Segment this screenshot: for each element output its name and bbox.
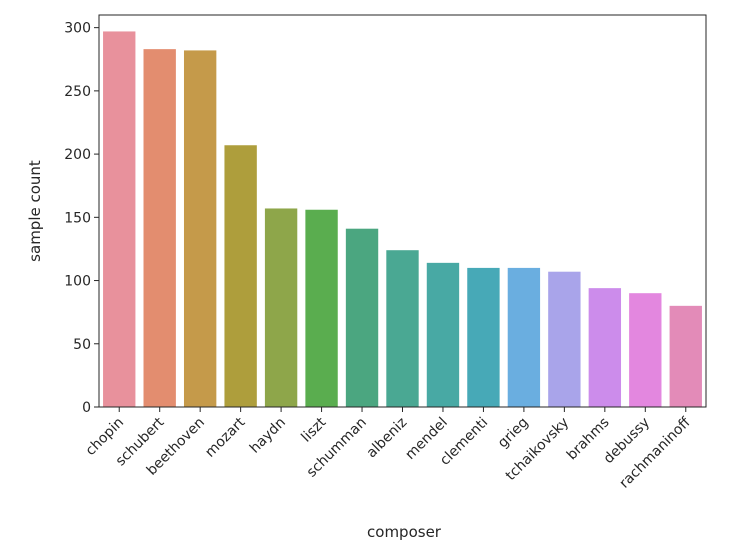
bar-albeniz xyxy=(386,250,419,407)
x-tick-label-rachmaninoff: rachmaninoff xyxy=(617,414,694,491)
y-axis: 0 50 100 150 200 250 300 xyxy=(64,21,99,416)
bar-mendel xyxy=(426,262,460,407)
y-tick-label: 300 xyxy=(64,21,91,37)
bar-rachmaninoff xyxy=(669,305,702,407)
x-tick-label-haydn: haydn xyxy=(247,415,289,457)
bar-chopin xyxy=(103,31,136,407)
x-tick-label-mozart: mozart xyxy=(202,414,249,461)
bar-beethoven xyxy=(183,50,217,407)
bar-debussy xyxy=(629,293,662,407)
bar-brahms xyxy=(588,288,622,407)
y-tick-label: 100 xyxy=(64,274,91,290)
bar-tchaikovsky xyxy=(548,271,581,407)
bar-schumman xyxy=(345,228,379,407)
x-tick-label-liszt: liszt xyxy=(298,414,329,445)
bar-clementi xyxy=(467,267,500,407)
bar-mozart xyxy=(224,145,257,407)
bar-schubert xyxy=(143,49,176,407)
y-tick-label: 200 xyxy=(64,147,91,163)
bar-haydn xyxy=(264,208,298,407)
x-axis-title: composer xyxy=(367,523,442,541)
y-tick-label: 0 xyxy=(82,400,91,416)
x-tick-label-albeniz: albeniz xyxy=(364,415,411,462)
x-tick-label-grieg: grieg xyxy=(495,415,532,452)
bars-group xyxy=(103,31,702,407)
y-tick-label: 250 xyxy=(64,84,91,100)
y-axis-title: sample count xyxy=(26,160,44,262)
y-tick-label: 150 xyxy=(64,210,91,226)
bar-liszt xyxy=(305,209,338,407)
bar-grieg xyxy=(507,267,541,407)
y-tick-label: 50 xyxy=(73,337,91,353)
